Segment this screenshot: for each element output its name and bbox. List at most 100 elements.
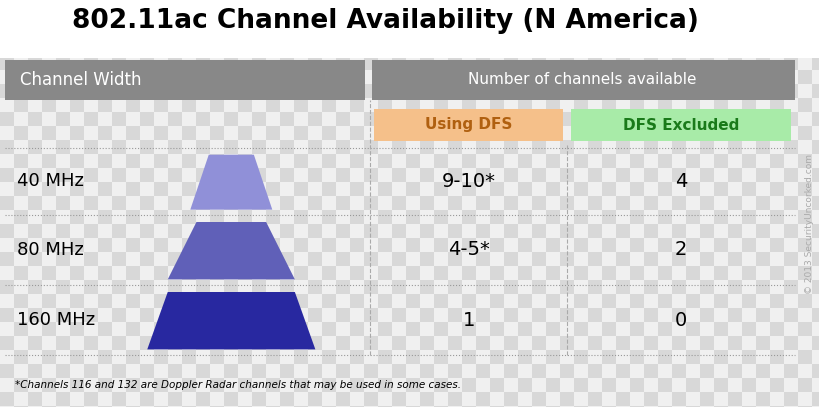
Bar [154, 238, 168, 252]
Bar [112, 112, 126, 126]
Bar [182, 196, 196, 210]
Bar [378, 252, 391, 266]
Bar [251, 392, 265, 406]
Bar [532, 28, 545, 42]
Bar [713, 182, 727, 196]
Bar [769, 266, 783, 280]
Bar [0, 336, 14, 350]
Bar [350, 112, 364, 126]
Bar [224, 42, 238, 56]
Bar [727, 308, 741, 322]
Bar [322, 112, 336, 126]
Bar [112, 168, 126, 182]
Bar [154, 14, 168, 28]
Bar [783, 84, 797, 98]
Bar [587, 126, 601, 140]
Bar [308, 350, 322, 364]
Bar [238, 140, 251, 154]
Bar [28, 98, 42, 112]
Bar [587, 350, 601, 364]
Bar [279, 126, 294, 140]
Bar [490, 56, 504, 70]
Bar [56, 112, 70, 126]
Bar [433, 350, 447, 364]
Bar [154, 126, 168, 140]
Bar [559, 0, 573, 14]
Bar [475, 84, 490, 98]
Bar [587, 42, 601, 56]
Bar [168, 378, 182, 392]
Bar [98, 84, 112, 98]
Bar [364, 84, 378, 98]
Bar [686, 280, 699, 294]
Bar [419, 210, 433, 224]
Bar [727, 266, 741, 280]
Bar [251, 336, 265, 350]
Bar [251, 364, 265, 378]
Bar [601, 378, 615, 392]
Bar [629, 210, 643, 224]
Bar [601, 168, 615, 182]
Bar [251, 140, 265, 154]
Bar [504, 154, 518, 168]
Bar [504, 308, 518, 322]
Bar [475, 182, 490, 196]
Bar [210, 182, 224, 196]
Bar [518, 364, 532, 378]
Bar [727, 140, 741, 154]
Bar [279, 308, 294, 322]
Bar [741, 350, 755, 364]
Bar [238, 182, 251, 196]
Bar [713, 196, 727, 210]
Bar [713, 126, 727, 140]
Bar [447, 238, 461, 252]
Bar [657, 308, 672, 322]
Bar [182, 238, 196, 252]
Bar [573, 224, 587, 238]
Bar [196, 182, 210, 196]
Bar [168, 210, 182, 224]
Bar [224, 14, 238, 28]
Bar [559, 364, 573, 378]
Bar [447, 98, 461, 112]
Bar [672, 406, 686, 407]
Bar [741, 392, 755, 406]
Bar [657, 196, 672, 210]
Bar [713, 308, 727, 322]
Bar [126, 126, 140, 140]
Bar [419, 392, 433, 406]
Bar [545, 0, 559, 14]
Bar [28, 56, 42, 70]
Bar [615, 266, 629, 280]
Bar [769, 294, 783, 308]
Bar [84, 252, 98, 266]
Bar [322, 210, 336, 224]
Bar [350, 336, 364, 350]
Bar [433, 42, 447, 56]
Bar [182, 336, 196, 350]
Bar [28, 308, 42, 322]
Bar [196, 98, 210, 112]
Bar [84, 266, 98, 280]
Bar [699, 350, 713, 364]
Bar [378, 406, 391, 407]
Bar [559, 224, 573, 238]
Bar [699, 168, 713, 182]
Bar [308, 378, 322, 392]
Bar [126, 266, 140, 280]
Bar [475, 252, 490, 266]
Bar [573, 196, 587, 210]
Bar [587, 308, 601, 322]
Bar [573, 112, 587, 126]
Bar [196, 308, 210, 322]
Bar [336, 42, 350, 56]
Bar [475, 28, 490, 42]
Bar [279, 350, 294, 364]
Bar [294, 308, 308, 322]
Bar [405, 14, 419, 28]
Bar [14, 154, 28, 168]
Bar [741, 266, 755, 280]
Bar [741, 252, 755, 266]
Bar [504, 56, 518, 70]
Bar [70, 392, 84, 406]
